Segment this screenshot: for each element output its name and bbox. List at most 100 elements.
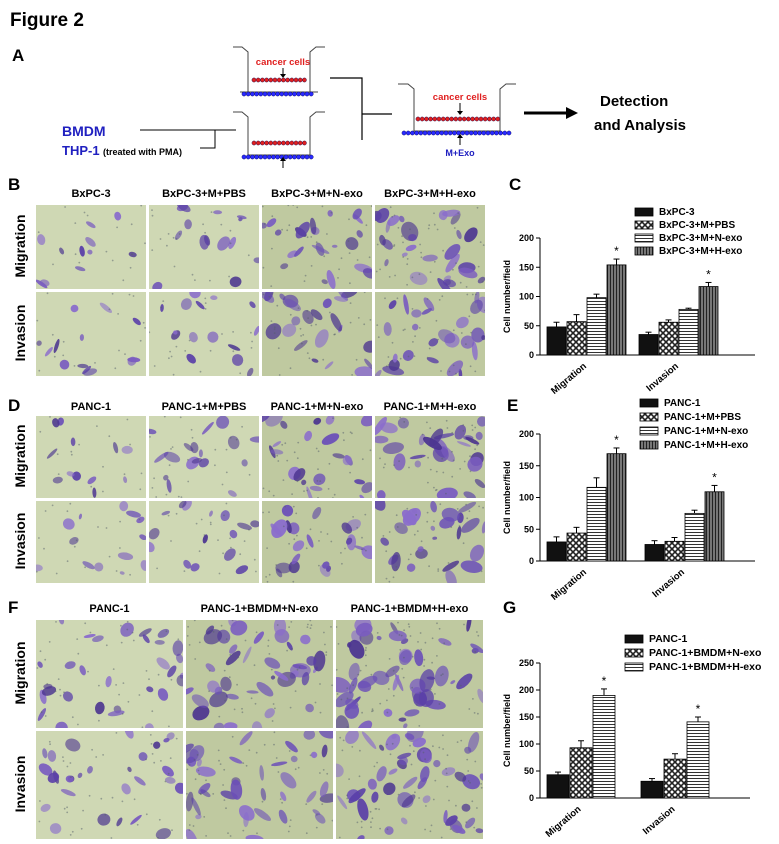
y-tick-label: 50 [524,321,534,331]
cell-dot [268,77,274,83]
legend-swatch [634,220,654,230]
cell-dot [300,154,306,160]
cell-dot [452,130,457,136]
panel-label-a: A [12,46,25,65]
micrograph-d-2-2 [149,501,259,583]
transwell-insert-right [398,83,516,136]
bar [678,308,699,356]
panel-label-b: B [8,175,21,194]
bar [546,326,567,356]
cell-dot [296,154,301,160]
cell-dot [470,116,475,122]
cell-dot [260,140,265,146]
bar [638,334,659,356]
y-tick-label: 150 [519,262,534,272]
micrograph-b-1-2 [149,205,259,289]
cell-dot [478,116,484,122]
cell-dot [302,77,307,83]
x-tick-label: Invasion [650,567,687,600]
cell-dot [431,130,436,136]
cell-dot [443,130,449,136]
y-tick-label: 150 [519,712,534,722]
cell-dot [491,116,496,122]
row-label: Migration [12,214,28,278]
legend-label: BxPC-3 [659,207,695,218]
row-label: Invasion [12,304,28,362]
bar [566,321,587,356]
cell-dot [285,140,290,146]
bar [566,532,587,562]
bar [606,453,627,562]
thp1-label: THP-1 [62,143,100,158]
row-label: Migration [12,641,28,705]
micrograph-d-1-2 [149,416,259,498]
significance-marker: * [602,674,607,688]
bar [569,747,593,799]
cell-dot [308,91,314,97]
x-tick-label: Migration [549,567,589,603]
bar [586,486,607,562]
cell-dot [464,130,470,136]
cell-dot [255,77,261,83]
cell-dot [260,77,265,83]
cell-dot [292,91,297,97]
legend-swatch [624,648,644,658]
cell-dot [300,91,306,97]
legend-label: PANC-1+M+N-exo [664,426,748,437]
cell-dot [414,130,419,136]
cell-dot [271,91,276,97]
legend-label: PANC-1+M+H-exo [664,440,748,451]
cell-dot [279,91,285,97]
legend-swatch [634,207,654,217]
legend-label: BxPC-3+M+PBS [659,220,735,231]
cell-dot [254,154,259,160]
y-tick-label: 100 [519,493,534,503]
legend-swatch [639,426,659,436]
cell-dot [489,130,495,136]
cell-dot [262,91,268,97]
cell-dot [264,140,269,146]
significance-marker: * [712,470,717,484]
cell-dot [245,154,251,160]
y-tick-label: 250 [519,658,534,668]
column-label: PANC-1+M+PBS [161,401,247,413]
legend-label: PANC-1+BMDM+H-exo [649,661,761,673]
micrograph-b-1-3 [262,205,372,289]
cell-dot [302,140,307,146]
cell-dot [297,77,303,83]
column-label: PANC-1+M+H-exo [383,401,477,413]
legend-label: BxPC-3+M+N-exo [659,233,742,244]
micrograph-b-1-4 [375,205,485,289]
cell-dot [481,130,487,136]
cell-dot [266,154,272,160]
cell-dot [268,140,274,146]
cell-dot [241,91,247,97]
micrograph-b-1-1 [36,205,146,289]
cell-dot [457,116,463,122]
bar [704,491,725,562]
cell-dot [474,116,480,122]
cell-dot [477,130,482,136]
cell-dot [250,154,255,160]
micrograph-f-1-3 [336,620,483,728]
cell-dot [292,154,297,160]
transwell-diagram: cancer cells M+Exo cancer cells M+Exo BM… [62,46,686,168]
micrograph-d-2-3 [262,501,372,583]
cell-dot [485,130,491,136]
row-label: Migration [12,424,28,488]
y-tick-label: 0 [529,350,534,360]
cell-dot [251,77,257,83]
cell-dot [289,77,295,83]
thp1-note: (treated with PMA) [103,147,182,157]
cancer-cells-label-2: cancer cells [433,92,487,103]
significance-marker: * [696,702,701,716]
cell-dot [296,91,301,97]
cell-dot [487,116,492,122]
cell-dot [419,116,425,122]
cell-dot [289,140,295,146]
panel-label-e: E [507,396,519,415]
y-axis-label: Cell number/field [502,694,512,767]
significance-marker: * [614,433,619,447]
bar [698,286,719,356]
bar [586,297,607,356]
